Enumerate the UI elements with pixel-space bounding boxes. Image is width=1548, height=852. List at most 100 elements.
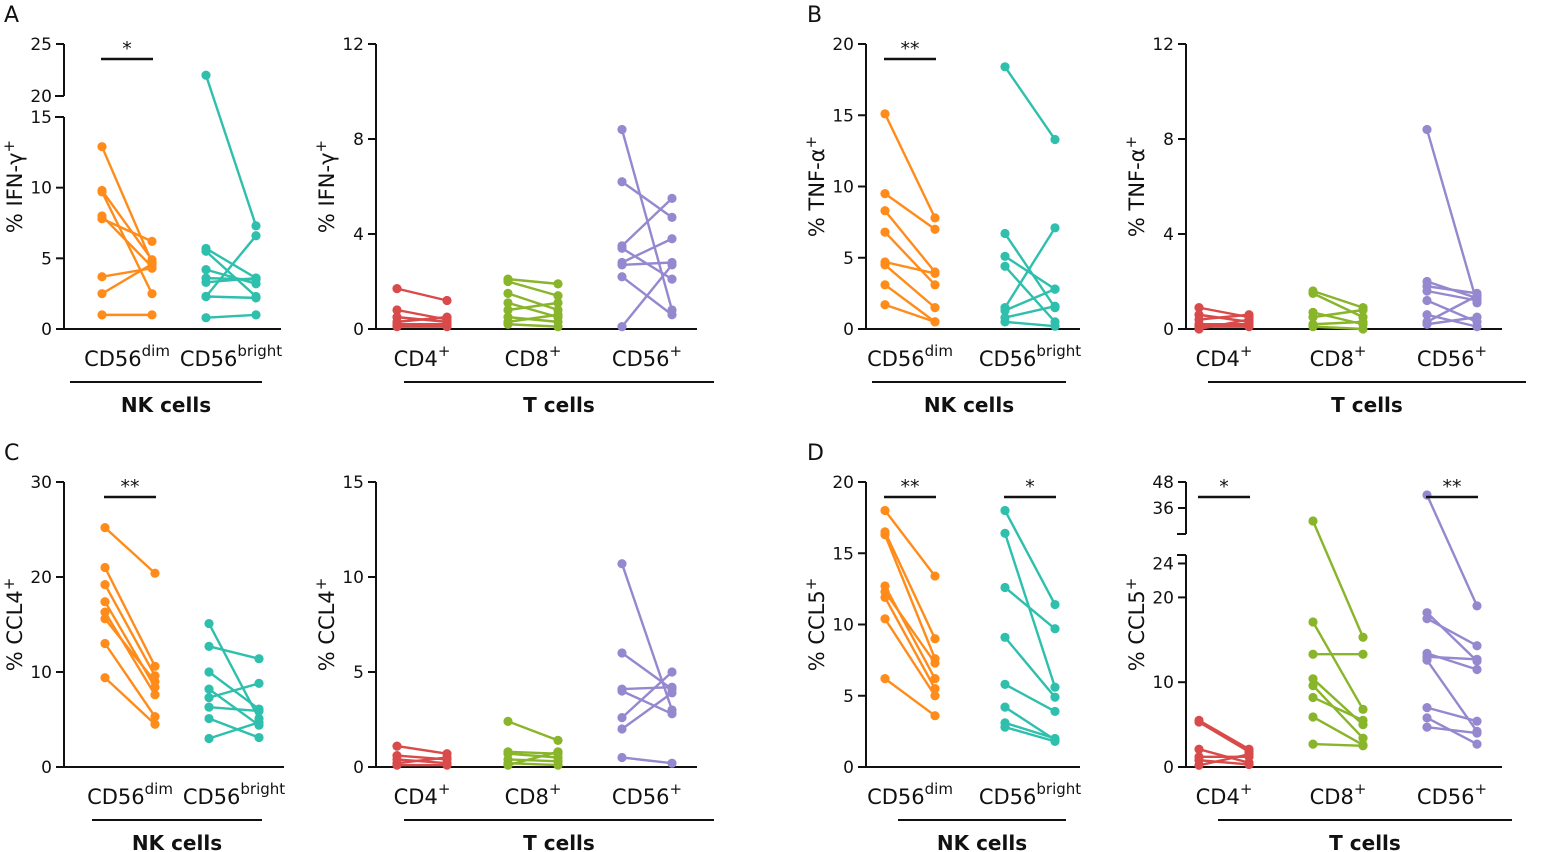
category-sup: dim	[142, 342, 170, 360]
pair-line	[1312, 715, 1364, 746]
data-point-before	[97, 289, 107, 299]
pair-line	[884, 677, 936, 717]
data-point-after	[1472, 716, 1482, 726]
y-tick-label: 8	[1163, 130, 1174, 150]
pair-line	[1426, 706, 1478, 723]
category-sup: +	[1474, 780, 1487, 798]
data-point-after	[667, 193, 677, 203]
data-point-after	[1050, 624, 1060, 634]
data-point-before	[97, 142, 107, 152]
significance-label: *	[1219, 476, 1229, 498]
data-point-before	[880, 592, 890, 603]
data-point-after	[1472, 664, 1482, 675]
y-tick-label: 15	[832, 544, 854, 564]
data-point-after	[553, 322, 563, 332]
pair-line	[883, 113, 937, 219]
data-point-before	[1000, 632, 1010, 642]
data-point-after	[930, 691, 940, 701]
category-base: CD8	[505, 347, 549, 371]
data-point-before	[201, 246, 211, 256]
data-point-before	[617, 724, 627, 734]
y-tick-label: 0	[843, 758, 854, 778]
data-point-before	[201, 291, 211, 302]
data-point-before	[1308, 692, 1318, 703]
data-point-before	[617, 559, 627, 569]
pair-line	[884, 209, 936, 273]
panel-letter-c: C	[4, 441, 19, 466]
data-point-after	[930, 268, 940, 279]
category-label: CD4+	[1196, 342, 1253, 371]
pair-line	[884, 591, 936, 664]
pair-line	[1426, 617, 1478, 647]
data-point-after	[930, 213, 940, 223]
y-axis-title: % IFN-γ+	[0, 140, 27, 233]
data-point-before	[880, 189, 890, 199]
pair-line	[1004, 287, 1056, 312]
data-point-before	[1000, 722, 1010, 732]
significance-label: **	[121, 476, 140, 498]
category-label: CD8+	[505, 342, 562, 371]
pair-line	[507, 280, 559, 297]
pair-line	[1198, 719, 1250, 751]
data-point-before	[1194, 324, 1204, 334]
group-label: T cells	[523, 393, 595, 417]
data-point-before	[1194, 303, 1204, 313]
pair-line	[101, 262, 153, 295]
data-point-after	[1358, 632, 1368, 642]
category-base: CD56	[1417, 785, 1475, 809]
y-tick-label: 0	[41, 320, 52, 340]
data-point-before	[617, 686, 627, 696]
pair-line	[1312, 320, 1364, 326]
data-point-before	[1422, 286, 1432, 296]
category-label: CD56dim	[84, 342, 170, 371]
y-tick-label: 20	[832, 35, 854, 55]
data-point-after	[150, 661, 160, 671]
data-point-after	[150, 690, 160, 700]
data-point-before	[204, 684, 214, 694]
data-point-after	[1472, 312, 1482, 322]
y-tick-label: 5	[353, 663, 364, 683]
pair-line	[1312, 742, 1364, 747]
pair-line	[205, 268, 257, 285]
data-point-after	[1050, 301, 1060, 311]
pair-line	[507, 758, 559, 763]
data-point-before	[503, 305, 513, 315]
panel-letter-b: B	[807, 3, 822, 28]
pair-line	[1004, 586, 1056, 630]
category-label: CD8+	[1310, 342, 1367, 371]
data-point-before	[1422, 319, 1432, 329]
pair-line	[884, 260, 936, 275]
data-point-after	[1050, 599, 1060, 610]
data-point-after	[553, 291, 563, 301]
category-base: CD4	[1196, 347, 1240, 371]
pair-line	[208, 682, 260, 699]
y-tick-label: 10	[1152, 673, 1174, 693]
data-point-before	[97, 310, 107, 320]
data-point-after	[1050, 706, 1060, 717]
pair-line	[507, 750, 559, 767]
significance-label: **	[1443, 476, 1462, 498]
data-point-before	[617, 713, 627, 723]
data-point-after	[1050, 284, 1060, 294]
significance-label: **	[901, 476, 920, 498]
category-label: CD4+	[1196, 780, 1253, 809]
pair-line	[1311, 520, 1365, 638]
category-base: CD56	[612, 785, 670, 809]
category-base: CD56	[180, 347, 238, 371]
y-tick-label: 48	[1152, 473, 1174, 493]
y-tick-label: 10	[30, 179, 52, 199]
y-axis-title-sup: +	[1122, 136, 1140, 149]
data-point-after	[254, 717, 264, 727]
data-point-after	[150, 712, 160, 722]
data-point-after	[1472, 601, 1482, 611]
category-label: CD4+	[394, 780, 451, 809]
y-axis-title-sup: +	[802, 136, 820, 149]
data-point-before	[100, 597, 110, 607]
y-tick-label: 0	[1163, 320, 1174, 340]
data-point-before	[617, 260, 627, 270]
data-point-before	[1422, 295, 1432, 306]
pair-line	[101, 189, 153, 261]
pair-line	[621, 689, 673, 715]
pair-line	[1312, 325, 1364, 331]
